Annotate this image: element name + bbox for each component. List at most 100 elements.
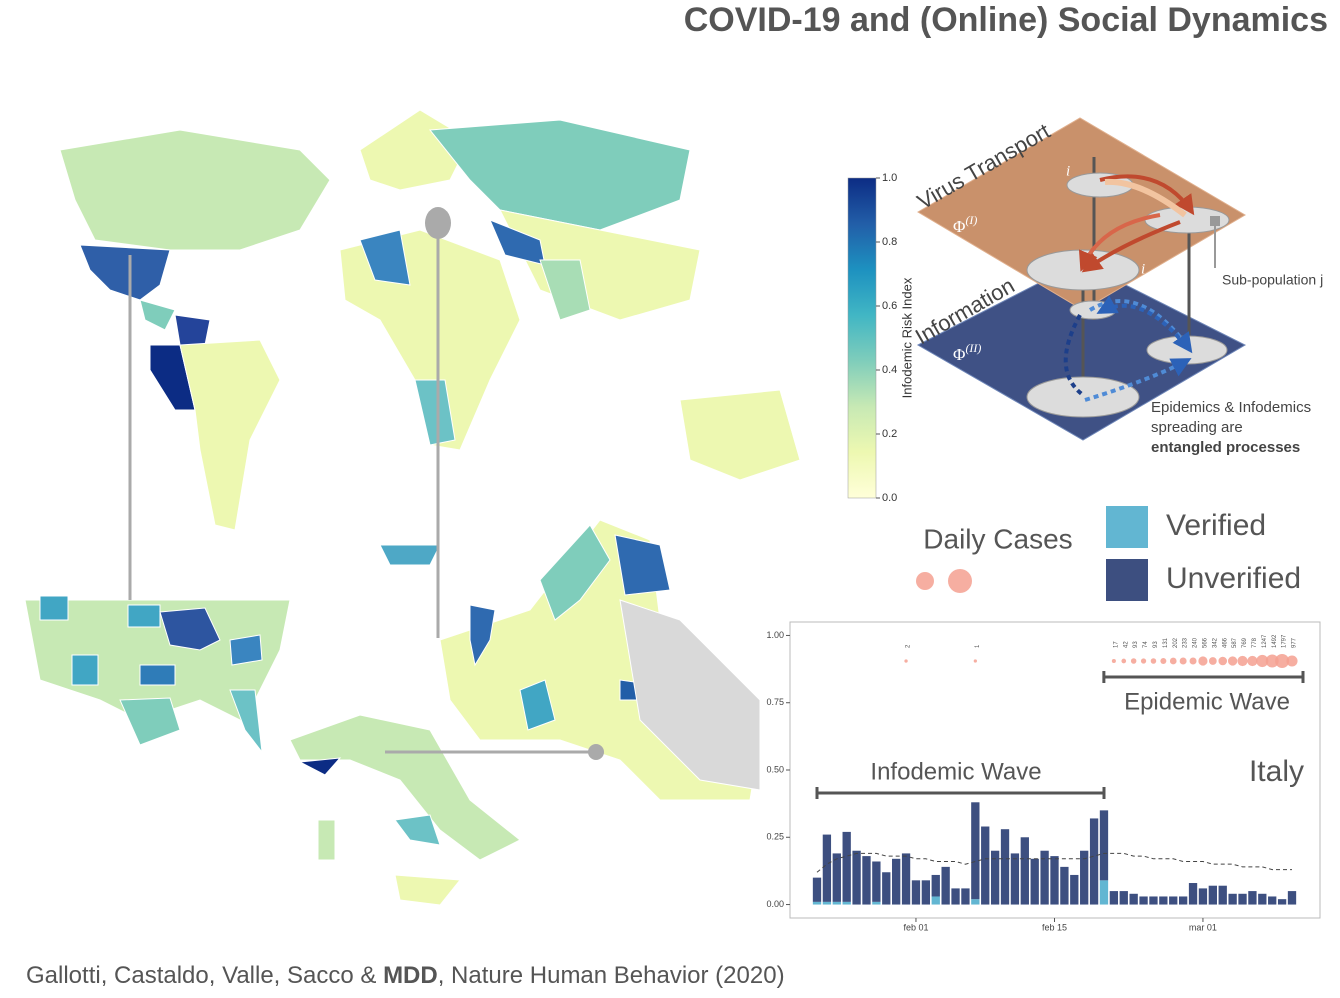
y-tick-label: 0.00	[766, 899, 784, 909]
bar	[990, 850, 1000, 905]
case-label: 202	[1173, 637, 1179, 648]
x-tick-label: mar 01	[1189, 922, 1217, 932]
x-tick-label: feb 01	[903, 922, 928, 932]
case-bubble	[1247, 655, 1258, 667]
legend-swatch	[948, 569, 972, 593]
case-bubble	[1111, 658, 1116, 664]
case-bubble	[1169, 657, 1177, 665]
case-bubble	[1256, 654, 1269, 668]
case-bubble	[1286, 655, 1298, 667]
case-label: 233	[1183, 637, 1189, 648]
bar	[1030, 858, 1039, 905]
bar	[1287, 891, 1297, 905]
transport-layer	[917, 117, 1246, 311]
case-label: 240	[1193, 637, 1199, 648]
bar	[1099, 810, 1109, 881]
annotation: Infodemic Wave	[870, 758, 1041, 785]
bar	[971, 802, 980, 900]
bar	[842, 831, 851, 902]
case-label: 587	[1232, 637, 1238, 648]
case-label: 566	[1203, 637, 1209, 648]
bar	[832, 853, 841, 902]
bar	[882, 872, 891, 905]
bar	[892, 858, 901, 905]
bar	[1248, 891, 1257, 905]
y-tick-label: 0.25	[766, 832, 784, 842]
legend-swatch	[1106, 559, 1148, 601]
x-tick-label: feb 15	[1042, 922, 1067, 932]
phi-label: Φ(II)	[953, 341, 981, 364]
bar	[1277, 899, 1287, 905]
case-label: 74	[1143, 641, 1149, 648]
case-bubble	[1265, 654, 1279, 668]
bar	[1080, 850, 1089, 905]
y-tick-label: 0.50	[766, 764, 784, 774]
case-label: 93	[1153, 641, 1159, 648]
colorbar-tick-label: 0.0	[882, 492, 897, 504]
italy-map	[289, 714, 521, 906]
case-label: 1	[975, 644, 981, 648]
note: entangled processes	[1151, 439, 1300, 456]
annotation: Italy	[1249, 755, 1304, 788]
note: spreading are	[1151, 419, 1243, 436]
case-bubble	[1237, 655, 1248, 667]
bar	[941, 866, 950, 905]
bar	[1139, 896, 1148, 905]
case-bubble	[1218, 656, 1228, 666]
legend-label: Unverified	[1166, 562, 1301, 595]
y-tick-label: 0.75	[766, 697, 784, 707]
case-bubble	[904, 659, 908, 663]
case-label: 17	[1113, 641, 1119, 648]
y-tick-label: 1.00	[766, 630, 784, 640]
case-bubble	[1160, 658, 1167, 664]
case-label: 1797	[1282, 634, 1288, 648]
bar	[931, 874, 940, 897]
colorbar-tick-label: 0.4	[882, 364, 897, 376]
title: COVID-19 and (Online) Social Dynamics	[684, 1, 1328, 39]
bar	[822, 901, 832, 905]
case-label: 769	[1242, 637, 1248, 648]
bar	[1050, 856, 1059, 905]
case-label: 342	[1212, 637, 1218, 648]
citation-part: Gallotti, Castaldo, Valle, Sacco &	[26, 962, 383, 989]
bar	[1238, 893, 1247, 905]
usa-map	[24, 595, 291, 754]
bar	[852, 850, 861, 905]
bar	[1159, 896, 1168, 905]
colorbar-tick-label: 0.8	[882, 236, 897, 248]
colorbar-label: Infodemic Risk Index	[899, 277, 914, 398]
bar	[812, 901, 822, 905]
case-bubble	[1130, 658, 1137, 664]
europe-map	[439, 519, 761, 801]
bar	[832, 901, 841, 905]
case-bubble	[1189, 657, 1197, 665]
case-label: 93	[1133, 641, 1139, 648]
colorbar-tick-label: 0.2	[882, 428, 897, 440]
colorbar	[847, 177, 877, 499]
bar	[1169, 896, 1178, 905]
world-map	[59, 109, 801, 566]
bar	[1070, 874, 1079, 905]
wave-bracket	[1102, 671, 1305, 683]
case-label: 42	[1123, 641, 1129, 648]
bar	[1198, 888, 1208, 905]
subpopulation-label: Sub-population j	[1222, 272, 1323, 288]
bar	[1228, 893, 1237, 905]
bar	[1099, 880, 1109, 905]
case-bubble	[1198, 656, 1208, 666]
bar	[1040, 850, 1049, 905]
citation-part: MDD	[383, 962, 438, 989]
case-bubble	[1208, 657, 1217, 665]
bar	[951, 888, 960, 905]
bar	[812, 877, 822, 902]
case-bubble	[973, 659, 977, 663]
bar	[1188, 883, 1198, 905]
bar	[961, 888, 970, 905]
note: Epidemics & Infodemics	[1151, 399, 1311, 416]
bar	[1129, 893, 1138, 905]
phi-label: Φ(I)	[953, 213, 977, 236]
case-bubble	[1179, 657, 1187, 665]
phi: Φ	[953, 217, 965, 236]
bar	[901, 853, 911, 905]
